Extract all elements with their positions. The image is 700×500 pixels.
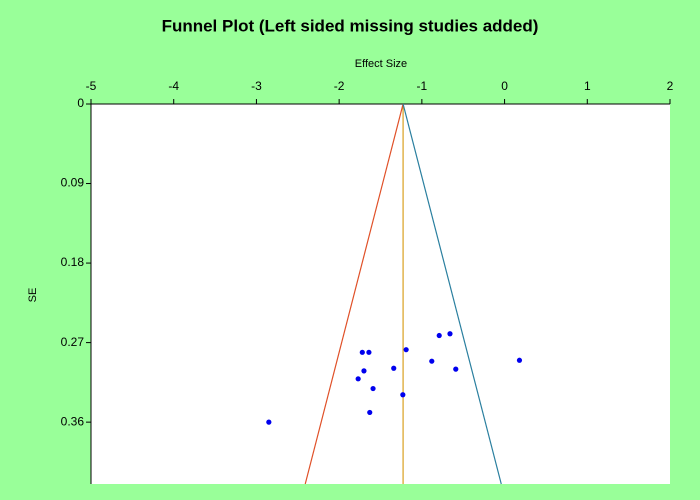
funnel-line xyxy=(304,103,404,485)
y-axis-label: SE xyxy=(27,288,39,303)
y-tick-label: 0 xyxy=(77,96,84,110)
study-point xyxy=(436,332,442,339)
y-tick-label: 0.36 xyxy=(61,414,85,428)
x-tick-label: -4 xyxy=(168,79,179,93)
x-tick-label: -3 xyxy=(251,79,262,93)
y-tick-label: 0.09 xyxy=(61,176,85,190)
study-point xyxy=(447,331,453,337)
funnel-line xyxy=(402,103,502,485)
x-tick-label: -2 xyxy=(334,79,345,93)
chart-title: Funnel Plot (Left sided missing studies … xyxy=(162,16,539,35)
x-tick-label: 0 xyxy=(501,79,508,93)
y-tick-label: 0.27 xyxy=(61,335,85,349)
study-point xyxy=(355,376,361,382)
study-point xyxy=(516,357,523,363)
x-tick-label: 1 xyxy=(584,79,591,93)
study-point xyxy=(400,392,406,398)
study-point xyxy=(367,409,373,416)
study-point xyxy=(359,349,365,355)
plot-area xyxy=(91,104,670,484)
study-point xyxy=(453,366,459,372)
y-tick-label: 0.18 xyxy=(61,255,85,269)
study-point xyxy=(266,419,272,425)
x-tick-label: -1 xyxy=(417,79,428,93)
x-axis-label: Effect Size xyxy=(355,58,407,70)
study-point xyxy=(361,368,367,374)
study-point xyxy=(366,349,372,355)
study-point xyxy=(370,385,376,392)
x-tick-label: -5 xyxy=(86,79,97,93)
study-point xyxy=(403,347,409,353)
study-point xyxy=(391,365,397,371)
x-tick-label: 2 xyxy=(667,79,674,93)
study-point xyxy=(429,358,435,364)
